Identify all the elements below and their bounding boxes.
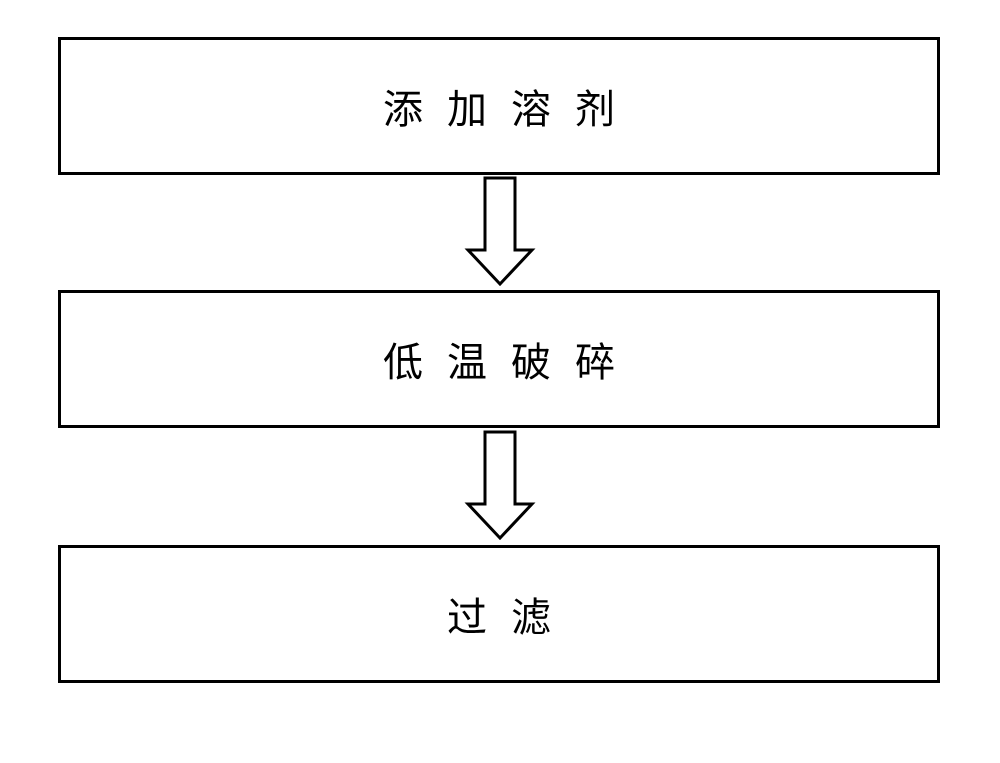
flow-node-add-solvent: 添加溶剂 [58,37,940,175]
flow-node-filter: 过滤 [58,545,940,683]
flow-node-label: 添加溶剂 [359,77,639,135]
arrow-down-icon [460,176,540,286]
flowchart-canvas: 添加溶剂 低温破碎 过滤 [0,0,1000,763]
flow-arrow [0,176,1000,286]
flow-node-label: 低温破碎 [359,330,639,388]
flow-node-label: 过滤 [423,585,575,643]
flow-arrow [0,430,1000,540]
arrow-down-icon [460,430,540,540]
flow-node-low-temp-crush: 低温破碎 [58,290,940,428]
